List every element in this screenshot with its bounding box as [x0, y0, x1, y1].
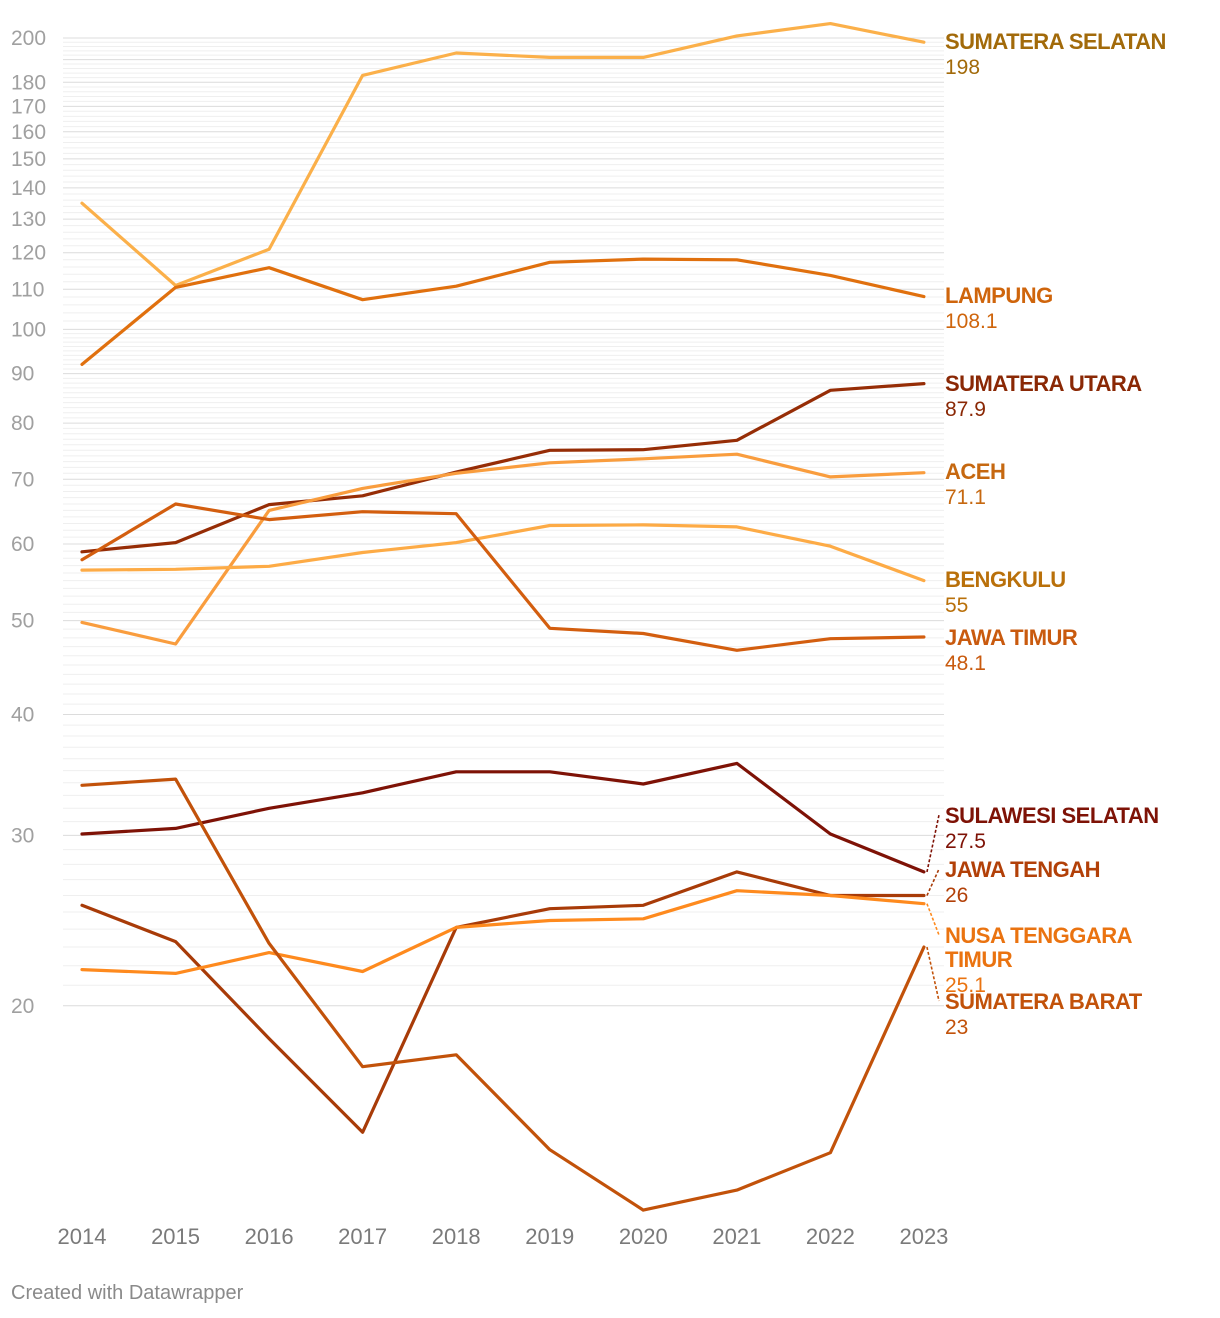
- y-tick-label: 160: [11, 121, 46, 144]
- series-label-value: 108.1: [945, 310, 998, 333]
- y-tick-label: 60: [11, 533, 34, 556]
- x-tick-label: 2020: [619, 1224, 668, 1249]
- series-label-name: BENGKULU: [945, 567, 1066, 592]
- x-tick-label: 2015: [151, 1224, 200, 1249]
- series-label-name: SUMATERA SELATAN: [945, 29, 1166, 54]
- series-line-nusa-tenggara-timur: [80, 889, 926, 976]
- x-tick-label: 2021: [712, 1224, 761, 1249]
- series-label-value: 87.9: [945, 398, 986, 421]
- series-label-name: ACEH: [945, 459, 1005, 484]
- series-line-sulawesi-selatan: [80, 761, 926, 874]
- label-leader-line: [926, 903, 940, 936]
- y-tick-label: 90: [11, 363, 34, 386]
- series-line-lampung: [80, 257, 926, 366]
- x-tick-label: 2018: [432, 1224, 481, 1249]
- series-line-bengkulu: [80, 523, 926, 583]
- y-tick-label: 50: [11, 610, 34, 633]
- y-tick-label: 140: [11, 177, 46, 200]
- y-tick-label: 180: [11, 71, 46, 94]
- series-line-jawa-tengah: [80, 870, 926, 1134]
- y-tick-label: 30: [11, 824, 34, 847]
- series-line-aceh: [80, 452, 926, 646]
- series-label-name: SUMATERA UTARA: [945, 371, 1142, 396]
- series-label-value: 198: [945, 56, 980, 79]
- series-label-name: JAWA TIMUR: [945, 625, 1078, 650]
- y-tick-label: 130: [11, 208, 46, 231]
- x-tick-label: 2014: [58, 1224, 107, 1249]
- series-label-value: 27.5: [945, 830, 986, 853]
- x-tick-label: 2017: [338, 1224, 387, 1249]
- y-tick-label: 200: [11, 27, 46, 50]
- x-tick-label: 2022: [806, 1224, 855, 1249]
- gridlines: [63, 37, 944, 1007]
- x-tick-label: 2019: [525, 1224, 574, 1249]
- series-label-name: SUMATERA BARAT: [945, 989, 1143, 1014]
- series-label-value: 25.1: [945, 974, 986, 997]
- y-tick-label: 100: [11, 318, 46, 341]
- x-tick-label: 2016: [245, 1224, 294, 1249]
- series-label-name: LAMPUNG: [945, 283, 1053, 308]
- y-tick-label: 110: [11, 278, 44, 301]
- series-label-value: 26: [945, 884, 968, 907]
- series-line-jawa-timur: [80, 502, 926, 652]
- series-label-value: 48.1: [945, 652, 986, 675]
- label-leader-line: [926, 814, 940, 873]
- y-tick-label: 150: [11, 148, 46, 171]
- label-leader-line: [926, 868, 940, 896]
- series-line-sumatera-barat: [80, 777, 926, 1212]
- series-label-name: SULAWESI SELATAN: [945, 803, 1159, 828]
- x-tick-label: 2023: [899, 1224, 948, 1249]
- y-tick-label: 70: [11, 468, 34, 491]
- series-label-value: 55: [945, 594, 968, 617]
- series-label-value: 71.1: [945, 486, 986, 509]
- y-tick-label: 40: [11, 703, 34, 726]
- series-label-value: 23: [945, 1016, 968, 1039]
- series-line-sumatera-utara: [80, 382, 926, 554]
- series-label-name: JAWA TENGAH: [945, 857, 1100, 882]
- series-label-name: NUSA TENGGARA TIMUR: [945, 923, 1133, 972]
- y-tick-label: 20: [11, 995, 34, 1018]
- datawrapper-credit: Created with Datawrapper: [11, 1282, 244, 1304]
- label-leader-line: [926, 946, 940, 1002]
- series-lines: [80, 22, 926, 1212]
- y-tick-label: 170: [11, 95, 46, 118]
- x-axis: 2014 2015 2016 2017 2018 2019 2020 2021 2022 2023: [58, 1224, 949, 1249]
- y-tick-label: 80: [11, 412, 34, 435]
- y-tick-label: 120: [11, 242, 46, 265]
- series-line-sumatera-selatan: [80, 22, 926, 288]
